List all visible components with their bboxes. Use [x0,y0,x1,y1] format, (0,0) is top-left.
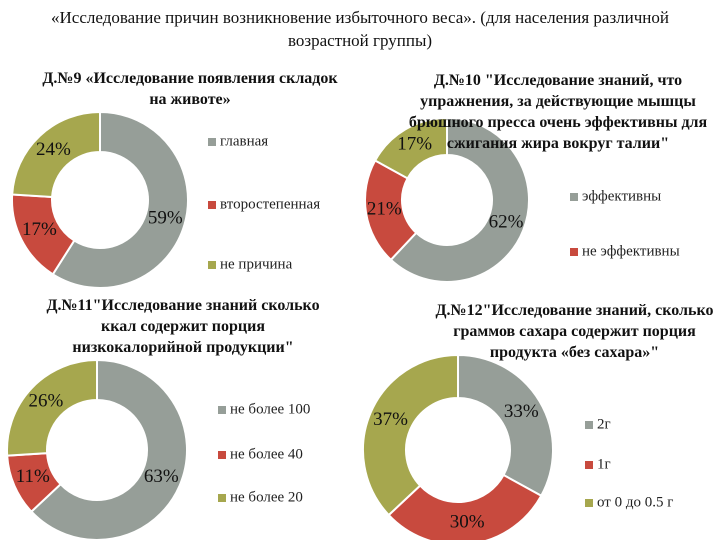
legend-swatch [570,193,578,201]
legend-swatch [208,261,216,269]
data-label: 37% [373,409,408,430]
legend-swatch [585,499,593,507]
data-label: 17% [22,219,57,240]
data-label: 59% [148,207,183,228]
donut-slice [387,473,543,540]
data-label: 11% [16,466,50,487]
legend-label: не эффективны [582,243,680,259]
donut-slice [29,358,188,540]
data-label: 26% [29,390,64,411]
donut-slice [51,110,189,289]
legend-label: не более 100 [230,401,310,417]
donut-slice [6,358,98,457]
legend-swatch [218,494,226,502]
legend-label: не причина [220,256,293,272]
data-label: 30% [450,511,485,532]
legend-swatch [218,406,226,414]
legend-label: второстепенная [220,196,320,212]
legend-label: от 0 до 0.5 г [597,494,673,510]
donut-slice [389,116,530,283]
donut-slice [11,110,101,199]
legend-label: 1г [597,456,611,472]
legend-swatch [208,201,216,209]
data-label: 24% [36,139,71,160]
legend-swatch [585,461,593,469]
chart-title: Д.№9 «Исследование появления складок на … [42,70,338,108]
legend-swatch [208,138,216,146]
legend-label: эффективны [582,188,661,204]
page-title: «Исследование причин возникновение избыт… [51,8,669,50]
legend-swatch [570,248,578,256]
chart-title: Д.№11"Исследование знаний сколько ккал с… [46,297,320,356]
donut-slice [362,353,459,517]
donut-slice [373,116,448,180]
donut-slice [457,353,554,498]
chart-title: Д.№12"Исследование знаний, сколько грамм… [435,302,714,361]
data-label: 21% [367,198,402,219]
legend-label: не более 40 [230,446,303,462]
legend-label: главная [220,133,268,149]
legend-swatch [585,421,593,429]
legend-swatch [218,451,226,459]
legend-label: 2г [597,416,611,432]
data-label: 63% [144,466,179,487]
data-label: 33% [504,401,539,422]
legend-label: не более 20 [230,489,303,505]
chart-title: Д.№10 "Исследование знаний, что упражнен… [408,72,708,152]
data-label: 62% [489,212,524,233]
data-label: 17% [397,134,432,155]
